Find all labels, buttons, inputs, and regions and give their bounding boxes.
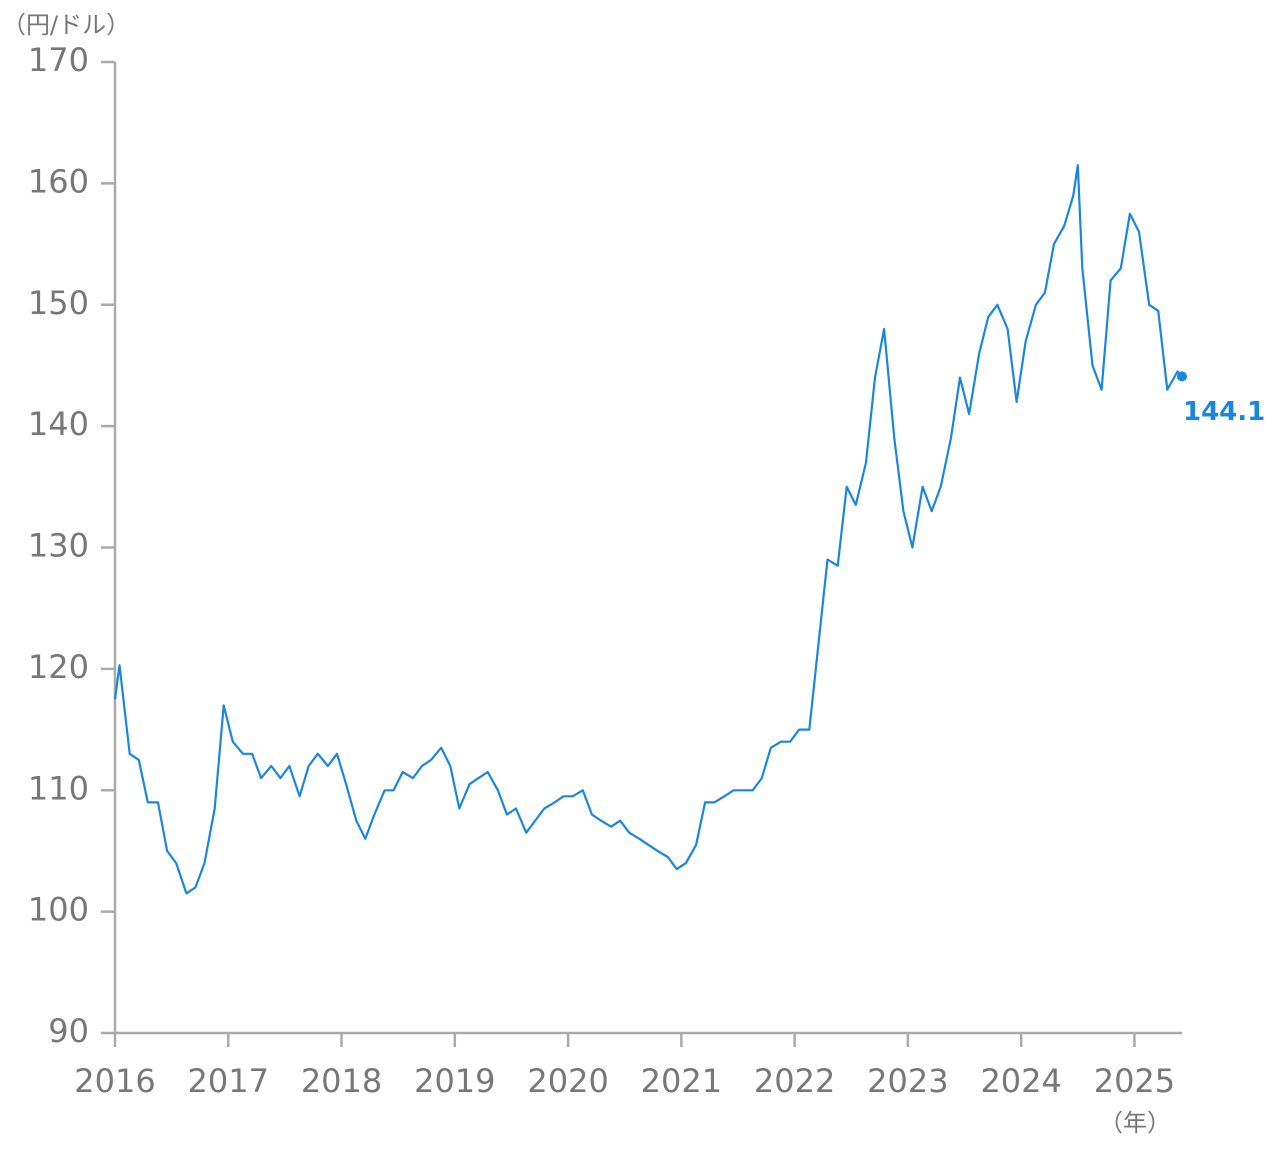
y-tick-label: 170 xyxy=(28,41,89,79)
x-tick-label: 2023 xyxy=(867,1062,948,1100)
y-tick-label: 140 xyxy=(28,405,89,443)
y-tick-label: 110 xyxy=(28,769,89,807)
x-tick-label: 2017 xyxy=(188,1062,269,1100)
x-tick-label: 2024 xyxy=(980,1062,1061,1100)
y-tick-label: 90 xyxy=(48,1012,89,1050)
value-label: 144.1 xyxy=(1183,397,1265,427)
x-tick-label: 2018 xyxy=(301,1062,382,1100)
x-tick-label: 2016 xyxy=(74,1062,155,1100)
y-axis-label: （円/ドル） xyxy=(2,11,130,39)
end-point xyxy=(1177,371,1187,382)
x-tick-label: 2019 xyxy=(414,1062,495,1100)
y-tick-label: 100 xyxy=(28,891,89,929)
x-tick-label: 2022 xyxy=(754,1062,835,1100)
y-tick-label: 150 xyxy=(28,284,89,322)
y-tick-label: 130 xyxy=(28,527,89,565)
x-axis-label: （年） xyxy=(1099,1109,1171,1137)
x-tick-label: 2020 xyxy=(527,1062,608,1100)
x-tick-label: 2025 xyxy=(1094,1062,1175,1100)
line xyxy=(113,164,1183,895)
y-tick-label: 120 xyxy=(28,648,89,686)
x-tick-label: 2021 xyxy=(641,1062,722,1100)
y-tick-label: 160 xyxy=(28,162,89,200)
